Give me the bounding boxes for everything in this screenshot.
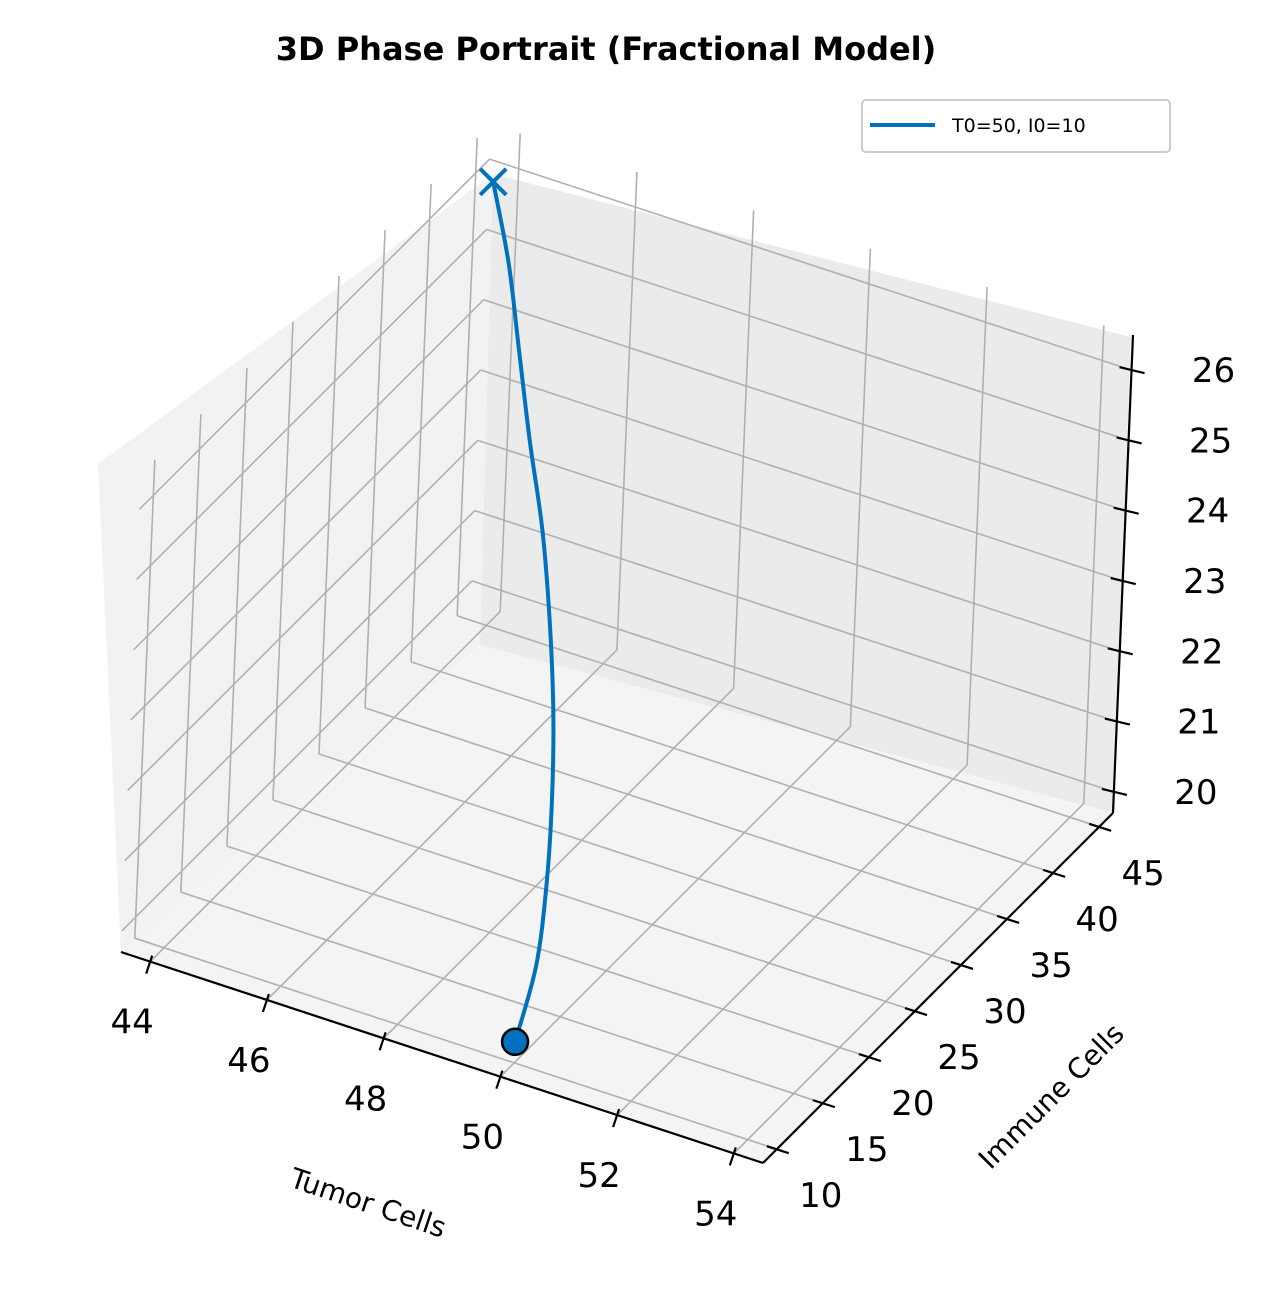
z-grid-back [489, 158, 1132, 371]
grid-lines [121, 133, 1132, 1154]
z-grid-back [480, 369, 1123, 582]
z-grid-back [471, 580, 1115, 793]
z-grid-back [474, 509, 1118, 723]
y-grid-floor [364, 707, 1008, 920]
x-grid-back [499, 133, 521, 612]
y-grid-left [318, 275, 340, 755]
legend: T0=50, I0=10 [861, 99, 1171, 153]
z-tick-label: 25 [1189, 421, 1232, 461]
y-grid-floor [318, 753, 962, 966]
x-grid-back [966, 287, 988, 766]
z-grid-left [130, 369, 482, 721]
y-tick-label: 15 [845, 1130, 888, 1170]
x-grid-floor [383, 687, 735, 1039]
y-grid-left [272, 321, 294, 801]
x-axis-title: Tumor Cells [285, 1161, 450, 1244]
x-grid-floor [499, 726, 851, 1078]
y-grid-floor [226, 845, 870, 1058]
z-grid-left [121, 580, 473, 932]
y-grid-left [364, 229, 386, 708]
z-tick-label: 26 [1192, 351, 1235, 391]
z-tick-label: 20 [1174, 773, 1217, 813]
z-tick-label: 23 [1183, 562, 1226, 602]
series-line [491, 181, 556, 1043]
legend-label: T0=50, I0=10 [951, 115, 1086, 137]
y-axis-title: Immune Cells [972, 1017, 1131, 1176]
x-tick-label: 44 [111, 1003, 154, 1043]
x-grid-floor [733, 802, 1085, 1154]
x-tick-mark [612, 1108, 621, 1128]
y-grid-left [134, 460, 156, 939]
y-grid-floor [410, 661, 1054, 874]
series-group [478, 167, 556, 1057]
y-tick-label: 25 [937, 1038, 980, 1078]
x-axis-line [120, 950, 764, 1165]
x-grid-back [849, 248, 872, 727]
start-point-marker [500, 1027, 530, 1057]
z-tick-label: 21 [1177, 703, 1220, 743]
z-grid-left [138, 158, 491, 510]
left-pane [98, 174, 493, 952]
back-pane [480, 174, 1131, 813]
y-grid-floor [134, 937, 778, 1150]
z-grid-back [483, 298, 1126, 512]
x-tick-label: 48 [344, 1079, 387, 1119]
x-grid-floor [616, 764, 968, 1116]
x-grid-floor [149, 611, 501, 963]
x-grid-back [732, 210, 755, 689]
end-point-marker [478, 167, 508, 197]
y-tick-label: 45 [1122, 854, 1165, 894]
x-tick-mark [495, 1070, 504, 1090]
chart-title: 3D Phase Portrait (Fractional Model) [276, 30, 937, 68]
y-grid-floor [272, 799, 916, 1012]
y-grid-left [226, 368, 248, 847]
y-grid-floor [456, 615, 1100, 828]
x-grid-floor [266, 649, 618, 1001]
x-tick-label: 50 [461, 1118, 504, 1158]
y-grid-left [180, 414, 202, 893]
y-tick-label: 35 [1029, 946, 1072, 986]
x-tick-label: 54 [694, 1194, 737, 1234]
y-tick-label: 10 [799, 1176, 842, 1216]
x-tick-mark [261, 993, 270, 1013]
z-grid-back [477, 439, 1121, 653]
x-grid-back [1083, 325, 1105, 804]
y-axis-line [762, 812, 1114, 1164]
x-tick-mark [378, 1031, 387, 1051]
x-tick-mark [145, 955, 154, 974]
x-grid-back [616, 171, 638, 650]
x-tick-label: 52 [577, 1156, 620, 1196]
y-grid-left [410, 183, 432, 662]
z-tick-label: 22 [1180, 632, 1223, 672]
z-grid-left [133, 299, 485, 651]
y-tick-label: 40 [1075, 900, 1118, 940]
z-axis-line [1111, 334, 1135, 814]
x-tick-label: 46 [227, 1041, 270, 1081]
z-grid-back [486, 228, 1129, 442]
z-grid-left [127, 439, 479, 791]
z-grid-left [124, 510, 476, 862]
z-grid-left [136, 228, 488, 581]
y-tick-label: 20 [891, 1084, 934, 1124]
y-grid-left [456, 137, 478, 616]
z-tick-label: 24 [1186, 492, 1229, 532]
x-tick-mark [728, 1147, 737, 1166]
y-tick-label: 30 [983, 992, 1026, 1032]
legend-box [861, 99, 1171, 153]
pane-group [98, 174, 1131, 1163]
y-grid-floor [180, 891, 824, 1104]
